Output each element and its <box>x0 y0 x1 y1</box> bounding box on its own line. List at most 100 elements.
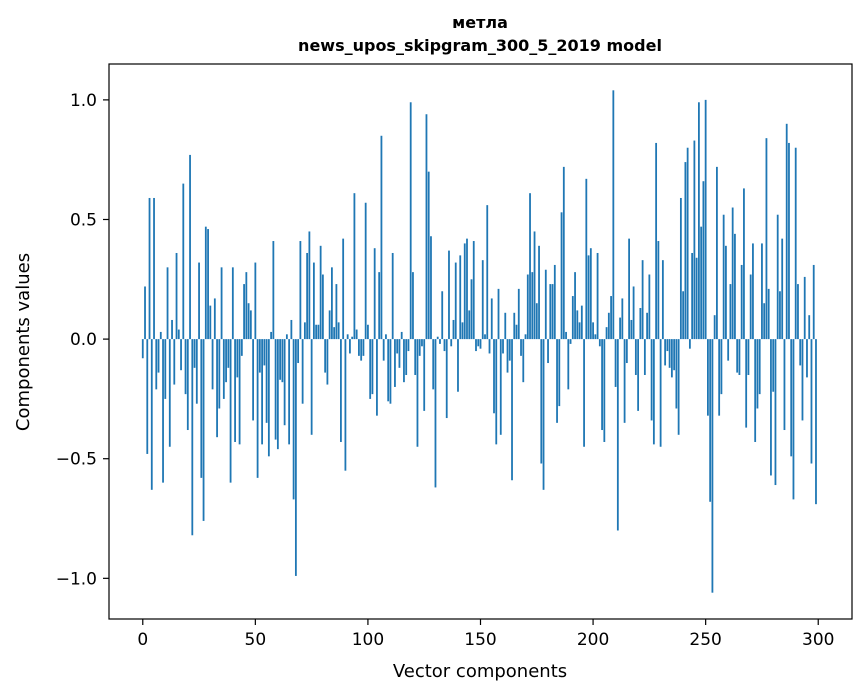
bar-176 <box>538 245 540 340</box>
bar-156 <box>493 339 495 414</box>
bar-79 <box>319 245 322 340</box>
bar-96 <box>358 339 360 356</box>
bar-298 <box>812 264 815 340</box>
bar-191 <box>571 296 574 340</box>
bar-113 <box>396 339 399 354</box>
bar-292 <box>799 339 802 366</box>
bar-180 <box>547 339 549 364</box>
y-tick-label: 0.5 <box>70 210 97 230</box>
bar-29 <box>207 229 209 340</box>
bar-104 <box>376 339 378 416</box>
bar-299 <box>815 339 817 505</box>
bar-185 <box>558 339 561 407</box>
bar-142 <box>461 322 464 340</box>
bar-27 <box>202 339 205 521</box>
bar-97 <box>360 339 363 361</box>
bar-24 <box>195 339 198 404</box>
bar-109 <box>387 339 390 402</box>
bar-25 <box>198 262 200 340</box>
bar-149 <box>477 339 480 347</box>
y-tick-label: 1.0 <box>70 91 97 111</box>
bar-219 <box>634 339 637 375</box>
bar-70 <box>299 241 302 340</box>
bar-284 <box>781 238 784 340</box>
bar-41 <box>234 339 236 442</box>
bar-274 <box>758 339 761 395</box>
bar-87 <box>337 322 340 340</box>
bar-228 <box>655 142 658 340</box>
bar-46 <box>245 272 248 340</box>
bar-48 <box>249 310 252 340</box>
bar-4 <box>150 339 153 490</box>
bar-23 <box>193 339 196 368</box>
bar-198 <box>587 255 590 340</box>
bar-103 <box>373 248 376 340</box>
bar-183 <box>553 264 556 340</box>
bar-170 <box>524 334 527 340</box>
bar-44 <box>240 339 243 356</box>
bar-171 <box>526 274 529 340</box>
bar-197 <box>585 178 588 340</box>
bar-277 <box>765 138 768 340</box>
bar-296 <box>808 315 811 340</box>
bar-18 <box>182 183 185 340</box>
bar-247 <box>698 102 700 340</box>
y-axis-label: Components values <box>13 253 34 431</box>
bar-200 <box>592 322 594 340</box>
x-tick-label: 300 <box>802 630 834 650</box>
bar-67 <box>292 339 295 500</box>
bar-251 <box>707 339 709 416</box>
bar-2 <box>146 339 149 454</box>
bar-259 <box>725 245 727 340</box>
bar-13 <box>171 319 173 340</box>
bar-110 <box>389 339 392 404</box>
bar-21 <box>189 154 191 340</box>
bar-99 <box>364 202 367 340</box>
bar-140 <box>457 339 459 392</box>
bar-132 <box>439 339 441 344</box>
bar-85 <box>333 327 336 340</box>
bar-229 <box>657 241 660 340</box>
bar-95 <box>355 329 358 340</box>
bar-128 <box>430 236 432 340</box>
bar-279 <box>770 339 772 476</box>
bar-295 <box>806 339 808 378</box>
bar-43 <box>238 339 241 445</box>
bar-71 <box>301 339 304 404</box>
bar-105 <box>378 272 381 340</box>
bar-203 <box>598 339 601 347</box>
bar-248 <box>700 226 703 340</box>
bar-58 <box>272 241 275 340</box>
bar-256 <box>718 339 721 416</box>
bar-66 <box>290 319 293 340</box>
bar-124 <box>421 339 423 347</box>
bar-288 <box>790 339 793 457</box>
bar-242 <box>686 147 689 340</box>
bar-52 <box>258 339 261 373</box>
bar-268 <box>745 339 748 428</box>
bar-64 <box>285 334 288 340</box>
bar-257 <box>720 339 723 395</box>
bar-160 <box>502 339 504 354</box>
bar-0 <box>141 339 144 359</box>
x-axis: 0 50 100 150 200 250 300 <box>137 619 834 650</box>
bar-265 <box>738 339 741 375</box>
bar-222 <box>641 260 644 340</box>
bar-114 <box>398 339 401 368</box>
bar-220 <box>637 339 640 411</box>
x-tick-label: 200 <box>577 630 609 650</box>
bar-93 <box>351 336 354 340</box>
bar-177 <box>540 339 543 464</box>
bar-262 <box>731 207 734 340</box>
bar-286 <box>785 123 788 340</box>
bar-10 <box>164 339 167 399</box>
bar-129 <box>432 339 435 390</box>
bar-187 <box>562 166 565 340</box>
bar-241 <box>684 162 687 340</box>
bar-63 <box>283 339 286 426</box>
bar-225 <box>648 274 651 340</box>
bar-89 <box>342 238 345 340</box>
bar-57 <box>270 331 273 340</box>
bar-19 <box>184 339 187 395</box>
